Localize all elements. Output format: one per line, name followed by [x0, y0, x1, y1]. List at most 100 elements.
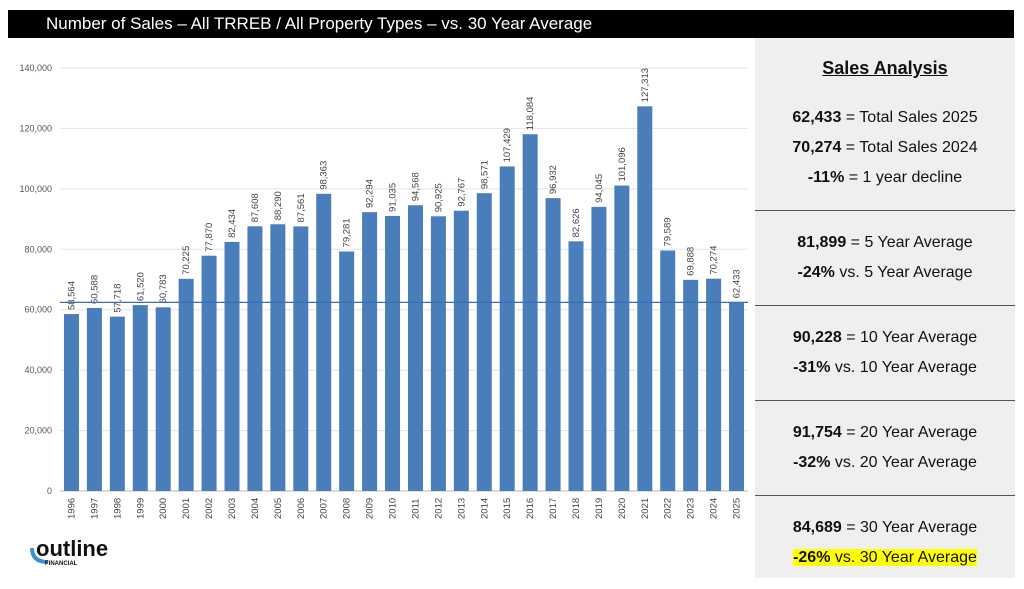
data-label: 77,870	[204, 223, 215, 252]
data-label: 79,281	[342, 218, 353, 247]
y-tick-label: 40,000	[24, 365, 52, 375]
data-label: 60,783	[158, 274, 169, 303]
analysis-section: 62,433 = Total Sales 2025 70,274 = Total …	[755, 93, 1015, 203]
analysis-text: vs. 20 Year Average	[830, 454, 977, 471]
y-tick-label: 140,000	[19, 63, 52, 73]
data-label: 94,568	[410, 172, 421, 201]
x-tick-label: 2004	[250, 498, 261, 519]
bar	[247, 226, 263, 491]
analysis-value: -24%	[797, 264, 835, 281]
data-label: 92,294	[365, 179, 376, 208]
x-tick-label: 1998	[112, 498, 123, 519]
analysis-value: -32%	[793, 454, 831, 471]
x-tick-label: 2007	[319, 498, 330, 519]
bar	[499, 166, 515, 491]
panel-heading: Sales Analysis	[822, 58, 948, 78]
x-tick-label: 2025	[732, 498, 743, 519]
analysis-text: = 1 year decline	[844, 169, 963, 186]
analysis-line: 70,274 = Total Sales 2024	[755, 133, 1015, 163]
bar	[660, 250, 676, 491]
data-label: 92,767	[456, 178, 467, 207]
bar	[683, 279, 699, 491]
bar	[545, 198, 561, 491]
bar	[476, 193, 492, 492]
data-label: 107,429	[502, 128, 513, 162]
data-label: 60,588	[89, 275, 100, 304]
data-label: 127,313	[640, 68, 651, 102]
divider	[755, 400, 1015, 401]
x-tick-label: 2022	[663, 498, 674, 519]
bar	[729, 302, 745, 491]
x-tick-label: 1996	[66, 498, 77, 519]
data-label: 70,225	[181, 246, 192, 275]
x-tick-label: 2020	[617, 498, 628, 519]
x-tick-label: 1997	[89, 498, 100, 519]
y-tick-label: 80,000	[24, 244, 52, 254]
x-tick-label: 2019	[594, 498, 605, 519]
bar	[155, 307, 171, 491]
x-tick-label: 2016	[525, 498, 536, 519]
outline-financial-logo: outline FINANCIAL	[28, 536, 138, 571]
data-label: 98,571	[479, 160, 490, 189]
analysis-value: 84,689	[792, 519, 842, 536]
analysis-value: -11%	[807, 169, 845, 186]
svg-text:outline: outline	[36, 536, 108, 561]
x-tick-label: 2012	[433, 498, 444, 519]
analysis-text: vs. 30 Year Average	[830, 549, 977, 566]
x-tick-label: 2023	[686, 498, 697, 519]
data-label: 58,564	[66, 281, 77, 310]
data-label: 62,433	[732, 269, 743, 298]
analysis-line: 62,433 = Total Sales 2025	[755, 103, 1015, 133]
bar	[270, 224, 286, 491]
analysis-text: = 30 Year Average	[841, 519, 978, 536]
bar	[522, 134, 538, 491]
analysis-line: 84,689 = 30 Year Average	[755, 513, 1015, 543]
x-tick-label: 2006	[296, 498, 307, 519]
analysis-line: 90,228 = 10 Year Average	[755, 323, 1015, 353]
x-tick-label: 2008	[342, 498, 353, 519]
y-tick-label: 120,000	[19, 123, 52, 133]
y-tick-label: 60,000	[24, 305, 52, 315]
bar	[86, 307, 102, 491]
analysis-value: 62,433	[792, 109, 842, 126]
data-label: 69,888	[686, 247, 697, 276]
bar	[109, 316, 125, 491]
data-label: 82,626	[571, 208, 582, 237]
bar	[63, 314, 79, 491]
x-tick-label: 2003	[227, 498, 238, 519]
x-tick-label: 2015	[502, 498, 513, 519]
svg-text:FINANCIAL: FINANCIAL	[45, 561, 78, 566]
analysis-text: = Total Sales 2025	[841, 109, 978, 126]
x-tick-label: 2024	[709, 498, 720, 519]
bar	[316, 193, 332, 491]
bar	[132, 305, 148, 491]
analysis-text: = 10 Year Average	[841, 329, 978, 346]
analysis-value: 90,228	[792, 329, 842, 346]
analysis-section: 91,754 = 20 Year Average -32% vs. 20 Year…	[755, 408, 1015, 488]
analysis-line: -24% vs. 5 Year Average	[755, 258, 1015, 288]
analysis-section: 81,899 = 5 Year Average -24% vs. 5 Year A…	[755, 218, 1015, 298]
chart-title: Number of Sales – All TRREB / All Proper…	[8, 10, 1014, 38]
analysis-section: 84,689 = 30 Year Average -26% vs. 30 Year…	[755, 503, 1015, 583]
divider	[755, 210, 1015, 211]
x-tick-label: 2001	[181, 498, 192, 519]
x-tick-label: 2000	[158, 498, 169, 519]
data-label: 91,035	[388, 183, 399, 212]
analysis-line: 91,754 = 20 Year Average	[755, 418, 1015, 448]
bar	[568, 241, 584, 491]
divider	[755, 305, 1015, 306]
bar	[385, 215, 401, 491]
x-tick-label: 2005	[273, 498, 284, 519]
x-tick-label: 2002	[204, 498, 215, 519]
analysis-text: vs. 10 Year Average	[830, 359, 977, 376]
x-tick-label: 2018	[571, 498, 582, 519]
bar	[591, 206, 607, 492]
analysis-value: -26%	[793, 549, 831, 566]
analysis-line: -11% = 1 year decline	[755, 163, 1015, 193]
analysis-value: 81,899	[797, 234, 847, 251]
analysis-text: = 5 Year Average	[846, 234, 973, 251]
analysis-value: 91,754	[792, 424, 842, 441]
bar	[293, 226, 309, 492]
x-tick-label: 2021	[640, 498, 651, 519]
bar	[339, 251, 355, 491]
